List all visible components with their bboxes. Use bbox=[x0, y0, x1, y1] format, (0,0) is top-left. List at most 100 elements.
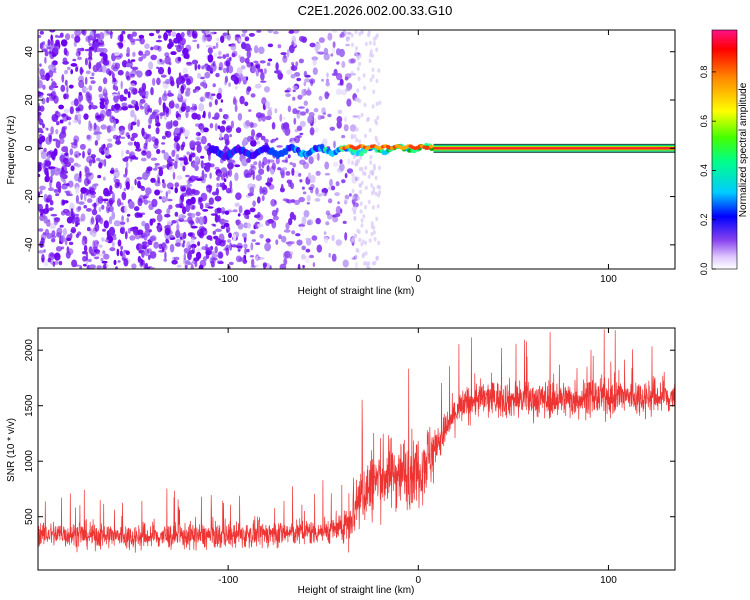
noise-speck bbox=[259, 234, 264, 239]
spectrogram-y-ticks: -40 -20 0 20 40 bbox=[24, 46, 675, 252]
noise-speck bbox=[334, 192, 340, 197]
noise-speck bbox=[192, 89, 197, 93]
noise-speck bbox=[217, 125, 221, 130]
noise-speck bbox=[227, 65, 234, 74]
noise-speck bbox=[158, 168, 164, 177]
y-tick-label: -20 bbox=[24, 189, 35, 204]
noise-speck bbox=[198, 264, 204, 269]
noise-speck bbox=[350, 33, 354, 38]
noise-speck bbox=[371, 205, 375, 210]
noise-speck bbox=[378, 165, 381, 171]
noise-speck bbox=[344, 116, 347, 123]
noise-speck bbox=[295, 61, 299, 67]
noise-speck bbox=[71, 259, 78, 268]
noise-speck bbox=[111, 116, 116, 120]
noise-speck bbox=[249, 254, 255, 258]
noise-speck bbox=[287, 105, 292, 113]
noise-speck bbox=[165, 78, 171, 85]
noise-speck bbox=[90, 194, 96, 199]
noise-speck bbox=[360, 167, 364, 172]
noise-speck bbox=[143, 233, 148, 241]
noise-speck bbox=[209, 122, 214, 129]
noise-speck bbox=[149, 251, 157, 259]
noise-speck bbox=[163, 152, 169, 161]
noise-speck bbox=[94, 140, 99, 146]
noise-speck bbox=[38, 204, 43, 211]
noise-speck bbox=[138, 57, 144, 62]
noise-speck bbox=[130, 109, 135, 118]
noise-speck bbox=[215, 187, 219, 196]
noise-speck bbox=[60, 113, 66, 118]
noise-speck bbox=[124, 167, 128, 176]
noise-speck bbox=[235, 219, 242, 225]
noise-speck bbox=[229, 242, 233, 251]
noise-speck bbox=[76, 206, 81, 213]
noise-speck bbox=[375, 101, 379, 107]
noise-speck bbox=[139, 89, 147, 97]
noise-speck bbox=[204, 34, 211, 38]
noise-speck bbox=[90, 154, 97, 159]
noise-speck bbox=[355, 46, 358, 51]
noise-speck bbox=[120, 250, 123, 257]
noise-speck bbox=[291, 35, 297, 43]
noise-speck bbox=[39, 30, 44, 35]
noise-speck bbox=[192, 39, 198, 43]
noise-speck bbox=[286, 48, 290, 58]
noise-speck bbox=[372, 230, 376, 235]
noise-speck bbox=[175, 229, 181, 239]
noise-speck bbox=[43, 259, 49, 267]
noise-speck bbox=[367, 174, 371, 179]
noise-speck bbox=[88, 120, 91, 127]
colorbar-tick-label: 0.8 bbox=[699, 66, 709, 79]
noise-speck bbox=[153, 241, 159, 249]
noise-speck bbox=[86, 134, 91, 140]
spectrogram-panel: -100 0 100 -40 -20 0 20 40 Height of straight … bbox=[6, 29, 676, 297]
noise-speck bbox=[296, 239, 303, 246]
noise-speck bbox=[286, 179, 293, 184]
noise-speck bbox=[122, 157, 129, 162]
noise-speck bbox=[207, 206, 214, 209]
noise-speck bbox=[84, 87, 89, 91]
y-tick-label: 500 bbox=[24, 508, 35, 525]
noise-speck bbox=[184, 264, 188, 269]
noise-speck bbox=[51, 230, 56, 238]
noise-speck bbox=[364, 251, 368, 256]
noise-speck bbox=[88, 43, 92, 46]
noise-speck bbox=[304, 78, 310, 83]
noise-speck bbox=[358, 139, 362, 144]
noise-speck bbox=[285, 222, 290, 230]
noise-speck bbox=[252, 200, 256, 207]
noise-speck bbox=[346, 36, 350, 40]
noise-speck bbox=[373, 260, 377, 266]
noise-speck bbox=[334, 213, 341, 217]
noise-speck bbox=[373, 237, 377, 242]
noise-speck bbox=[154, 164, 158, 170]
noise-speck bbox=[48, 207, 53, 211]
noise-speck bbox=[134, 148, 142, 152]
snr-panel: -100 0 100 500 1000 1500 2000 Height of strai… bbox=[6, 327, 676, 596]
noise-speck bbox=[307, 87, 311, 94]
noise-speck bbox=[266, 165, 270, 172]
noise-speck bbox=[73, 98, 79, 107]
noise-speck bbox=[321, 188, 329, 194]
noise-speck bbox=[84, 166, 90, 175]
noise-speck bbox=[368, 40, 372, 46]
noise-speck bbox=[174, 187, 178, 194]
noise-speck bbox=[191, 260, 198, 265]
noise-speck bbox=[155, 122, 161, 127]
noise-speck bbox=[377, 68, 381, 73]
noise-speck bbox=[356, 66, 360, 71]
noise-speck bbox=[53, 188, 59, 193]
noise-speck bbox=[60, 173, 66, 182]
noise-speck bbox=[260, 71, 265, 81]
noise-speck bbox=[207, 54, 214, 63]
noise-speck bbox=[229, 180, 233, 189]
noise-speck bbox=[186, 30, 191, 36]
noise-speck bbox=[150, 157, 158, 161]
noise-speck bbox=[83, 263, 87, 267]
noise-speck bbox=[314, 127, 319, 133]
noise-speck bbox=[63, 93, 69, 100]
noise-speck bbox=[214, 214, 219, 223]
noise-speck bbox=[359, 209, 363, 214]
noise-speck bbox=[224, 138, 230, 146]
